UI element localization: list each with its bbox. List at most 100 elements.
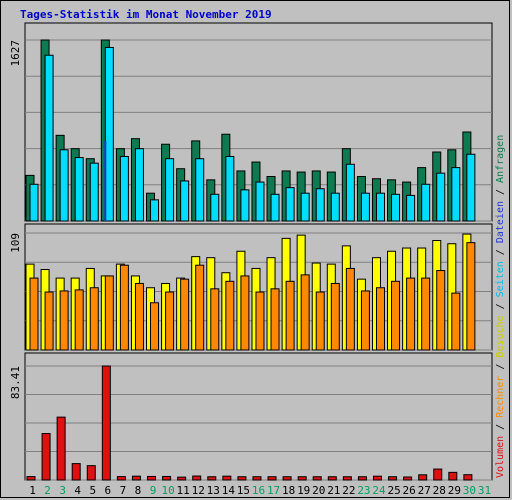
bar-volumen-18 bbox=[282, 476, 292, 481]
bar-dateien-29 bbox=[451, 167, 461, 222]
bar-rechner-11 bbox=[180, 278, 190, 351]
x-tick-label: 28 bbox=[433, 484, 446, 497]
bar-volumen-24 bbox=[372, 475, 382, 481]
bar-rechner-27 bbox=[421, 277, 431, 351]
legend-entry: Anfragen bbox=[495, 135, 506, 183]
bar-dateien-8 bbox=[134, 148, 144, 222]
x-tick-label: 15 bbox=[237, 484, 250, 497]
legend-entry: / bbox=[495, 297, 506, 315]
bar-dateien-26 bbox=[406, 194, 416, 222]
x-tick-label: 12 bbox=[192, 484, 205, 497]
x-tick-label: 11 bbox=[177, 484, 190, 497]
bar-volumen-9 bbox=[147, 475, 157, 481]
x-tick-label: 19 bbox=[297, 484, 310, 497]
bar-rechner-8 bbox=[134, 282, 144, 351]
x-tick-label: 18 bbox=[282, 484, 295, 497]
x-tick-label: 8 bbox=[135, 484, 142, 497]
bar-volumen-30 bbox=[463, 474, 473, 481]
x-tick-label: 9 bbox=[150, 484, 157, 497]
bar-volumen-2 bbox=[41, 433, 51, 481]
bar-dateien-27 bbox=[421, 183, 431, 222]
bar-rechner-6 bbox=[104, 275, 114, 351]
x-tick-label: 14 bbox=[222, 484, 236, 497]
bar-dateien-16 bbox=[255, 181, 265, 222]
bar-rechner-23 bbox=[360, 290, 370, 351]
x-tick-label: 2 bbox=[44, 484, 51, 497]
bar-volumen-3 bbox=[56, 416, 66, 481]
ymax-label-panel-3: 83.41 bbox=[9, 366, 22, 399]
bar-dateien-12 bbox=[195, 158, 205, 222]
bar-rechner-13 bbox=[210, 288, 220, 351]
x-tick-label: 31 bbox=[478, 484, 491, 497]
bar-dateien-4 bbox=[74, 157, 84, 222]
bar-rechner-17 bbox=[270, 288, 280, 351]
bar-rechner-14 bbox=[225, 280, 235, 351]
bar-volumen-21 bbox=[327, 476, 337, 481]
bar-dateien-2 bbox=[44, 54, 54, 222]
bar-dateien-7 bbox=[119, 155, 129, 222]
plot-panel-3 bbox=[24, 352, 493, 481]
legend-entry: / bbox=[495, 243, 506, 261]
bar-rechner-29 bbox=[451, 292, 461, 351]
bar-dateien-23 bbox=[360, 192, 370, 222]
bar-volumen-13 bbox=[207, 476, 217, 481]
x-tick-label: 20 bbox=[312, 484, 325, 497]
bar-volumen-15 bbox=[237, 476, 247, 481]
bar-dateien-24 bbox=[375, 192, 385, 222]
bar-rechner-12 bbox=[195, 264, 205, 351]
bar-rechner-9 bbox=[150, 302, 160, 351]
bar-rechner-20 bbox=[315, 291, 325, 351]
bar-volumen-1 bbox=[26, 476, 36, 481]
bar-volumen-17 bbox=[267, 476, 277, 481]
bar-rechner-28 bbox=[436, 270, 446, 351]
x-tick-label: 24 bbox=[372, 484, 386, 497]
bar-volumen-20 bbox=[312, 476, 322, 481]
bar-dateien-21 bbox=[330, 192, 340, 222]
legend: Volumen / Rechner / Besuche / Seiten / D… bbox=[495, 135, 506, 478]
x-tick-label: 4 bbox=[74, 484, 81, 497]
bar-rechner-18 bbox=[285, 280, 295, 351]
bar-dateien-15 bbox=[240, 189, 250, 222]
bar-rechner-7 bbox=[119, 264, 129, 351]
bar-dateien-10 bbox=[165, 158, 175, 222]
ymax-label-panel-2: 109 bbox=[9, 233, 22, 253]
x-tick-label: 25 bbox=[387, 484, 400, 497]
bar-rechner-1 bbox=[29, 277, 39, 351]
bar-volumen-7 bbox=[116, 476, 126, 481]
bar-volumen-4 bbox=[71, 463, 81, 481]
legend-entry: / bbox=[495, 183, 506, 201]
x-tick-label: 29 bbox=[448, 484, 461, 497]
bar-rechner-3 bbox=[59, 290, 69, 351]
x-tick-label: 1 bbox=[29, 484, 36, 497]
bar-dateien-25 bbox=[391, 193, 401, 222]
chart-title: Tages-Statistik im Monat November 2019 bbox=[20, 8, 272, 21]
bar-volumen-27 bbox=[418, 474, 428, 481]
bar-volumen-28 bbox=[433, 468, 443, 481]
bar-dateien-1 bbox=[29, 183, 39, 222]
bar-dateien-14 bbox=[225, 155, 235, 222]
legend-entry: Seiten bbox=[495, 261, 506, 297]
bar-rechner-21 bbox=[330, 282, 340, 351]
bar-rechner-26 bbox=[406, 277, 416, 351]
bar-rechner-25 bbox=[391, 280, 401, 351]
legend-entry: Rechner bbox=[495, 376, 506, 418]
bar-volumen-8 bbox=[131, 475, 141, 481]
bar-rechner-5 bbox=[89, 287, 99, 351]
x-tick-label: 10 bbox=[161, 484, 174, 497]
x-tick-label: 23 bbox=[357, 484, 370, 497]
x-tick-label: 16 bbox=[252, 484, 265, 497]
bar-volumen-23 bbox=[357, 476, 367, 481]
bar-rechner-22 bbox=[345, 267, 355, 351]
bar-dateien-28 bbox=[436, 172, 446, 222]
legend-entry: Dateien bbox=[495, 201, 506, 243]
x-tick-label: 22 bbox=[342, 484, 355, 497]
bar-volumen-14 bbox=[222, 475, 232, 481]
bar-dateien-13 bbox=[210, 193, 220, 222]
bar-volumen-22 bbox=[342, 476, 352, 481]
x-tick-label: 13 bbox=[207, 484, 220, 497]
bar-rechner-4 bbox=[74, 289, 84, 351]
legend-entry: Besuche bbox=[495, 315, 506, 357]
legend-entry: / bbox=[495, 358, 506, 376]
